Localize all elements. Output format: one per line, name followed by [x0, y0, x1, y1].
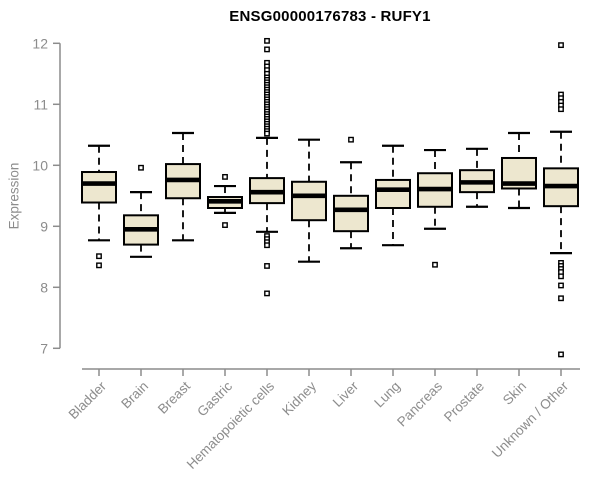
x-tick-label: Brain [118, 379, 151, 412]
outlier-point [558, 42, 564, 49]
x-tick-label: Breast [155, 378, 193, 416]
y-tick-label: 7 [40, 340, 48, 356]
box-brain [123, 164, 159, 258]
outlier-point [558, 282, 564, 289]
box-bladder [81, 144, 117, 269]
x-tick-label: Kidney [279, 378, 319, 418]
outlier-point [96, 253, 102, 260]
iqr-box [333, 194, 369, 233]
y-tick-label: 12 [32, 35, 48, 51]
box-gastric [207, 173, 243, 228]
outlier-point [96, 262, 102, 269]
outlier-point [222, 173, 228, 180]
box-hematopoietic-cells [249, 37, 285, 297]
box-kidney [291, 138, 327, 263]
outlier-point [264, 37, 270, 44]
y-tick-label: 8 [40, 279, 48, 295]
iqr-box [291, 180, 327, 222]
box-lung [375, 144, 411, 247]
x-tick-label: Gastric [194, 378, 235, 419]
outlier-point [558, 351, 564, 358]
box-prostate [459, 147, 495, 208]
y-tick-label: 9 [40, 218, 48, 234]
outlier-point [264, 263, 270, 269]
outlier-point [558, 295, 564, 302]
x-tick-label: Pancreas [394, 378, 445, 429]
box-breast [165, 131, 201, 242]
outlier-point [264, 46, 270, 53]
x-tick-label: Skin [500, 379, 529, 408]
box-skin [501, 131, 537, 210]
outlier-point [558, 106, 564, 113]
chart-title: ENSG00000176783 - RUFY1 [229, 8, 431, 25]
iqr-box [81, 171, 117, 204]
box-unknown-other [543, 42, 579, 358]
outlier-point [432, 261, 438, 268]
outlier-point [264, 130, 270, 137]
y-axis: 7 8 9 10 11 12 [32, 35, 61, 356]
x-tick-label: Bladder [66, 378, 110, 422]
outlier-point [222, 222, 228, 228]
x-tick-label: Unknown / Other [489, 378, 572, 461]
x-tick-label: Lung [371, 379, 403, 411]
outlier-point [264, 242, 270, 249]
outlier-point [138, 164, 144, 171]
iqr-box [375, 178, 411, 210]
outlier-point [558, 273, 564, 280]
box-liver [333, 136, 369, 250]
box-pancreas [417, 148, 453, 268]
x-tick-label: Liver [330, 378, 362, 410]
y-tick-label: 10 [32, 157, 48, 173]
outlier-point [264, 290, 270, 297]
x-tick-label: Prostate [441, 379, 487, 425]
outlier-point [348, 136, 354, 143]
y-tick-label: 11 [33, 96, 48, 112]
